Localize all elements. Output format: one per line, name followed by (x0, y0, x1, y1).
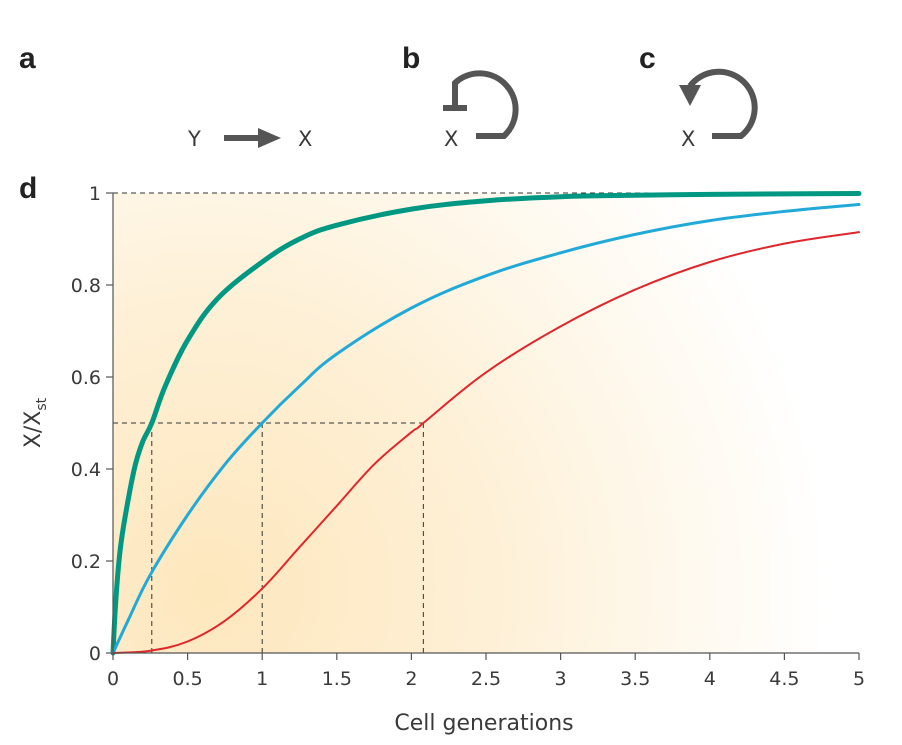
motif-c-node-label: X (681, 127, 695, 151)
x-tick-label: 1.5 (322, 668, 352, 690)
motif-a-target-label: X (298, 127, 312, 151)
y-tick-label: 0.2 (71, 551, 101, 573)
plot-background (113, 193, 859, 653)
x-tick-label: 4 (704, 668, 716, 690)
x-tick-label: 3.5 (620, 668, 650, 690)
negative-autoregulation-loop (443, 70, 519, 139)
x-axis-title: Cell generations (394, 711, 573, 736)
motif-b-node-label: X (444, 127, 458, 151)
y-tick-label: 0.6 (71, 367, 101, 389)
x-tick-label: 5 (853, 668, 865, 690)
y-axis-title: X/Xst (21, 397, 50, 448)
panel-letter-b: b (402, 42, 420, 75)
y-tick-label: 1 (89, 183, 101, 205)
x-tick-label: 0.5 (172, 668, 202, 690)
y-tick-label: 0.8 (71, 275, 101, 297)
series-layer (110, 191, 862, 656)
y-tick-label: 0.4 (71, 459, 101, 481)
panel-letter-a: a (19, 42, 36, 75)
motif-a-source-label: Y (187, 127, 201, 151)
series-line-red (112, 231, 860, 654)
positive-autoregulation-loop (679, 68, 758, 139)
x-tick-label: 0 (107, 668, 119, 690)
x-tick-label: 2 (405, 668, 417, 690)
x-tick-label: 3 (555, 668, 567, 690)
activation-arrow (224, 128, 281, 148)
x-tick-label: 1 (256, 668, 268, 690)
y-axis-title-subscript: st (34, 397, 50, 410)
x-tick-label: 2.5 (471, 668, 501, 690)
series-line-teal (110, 191, 862, 656)
y-tick-label: 0 (89, 643, 101, 665)
panel-letter-c: c (639, 42, 656, 75)
x-tick-label: 4.5 (769, 668, 799, 690)
y-axis-title-main: X/X (21, 411, 46, 449)
series-line-blue (111, 203, 861, 655)
svg-text:X/Xst: X/Xst (21, 397, 50, 448)
x-axis-ticks: 0 0.5 1 1.5 2 2.5 3 3.5 4 4.5 5 (107, 653, 865, 690)
y-axis-ticks: 0 0.2 0.4 0.6 0.8 1 (71, 183, 113, 665)
panel-letter-d: d (19, 172, 37, 205)
